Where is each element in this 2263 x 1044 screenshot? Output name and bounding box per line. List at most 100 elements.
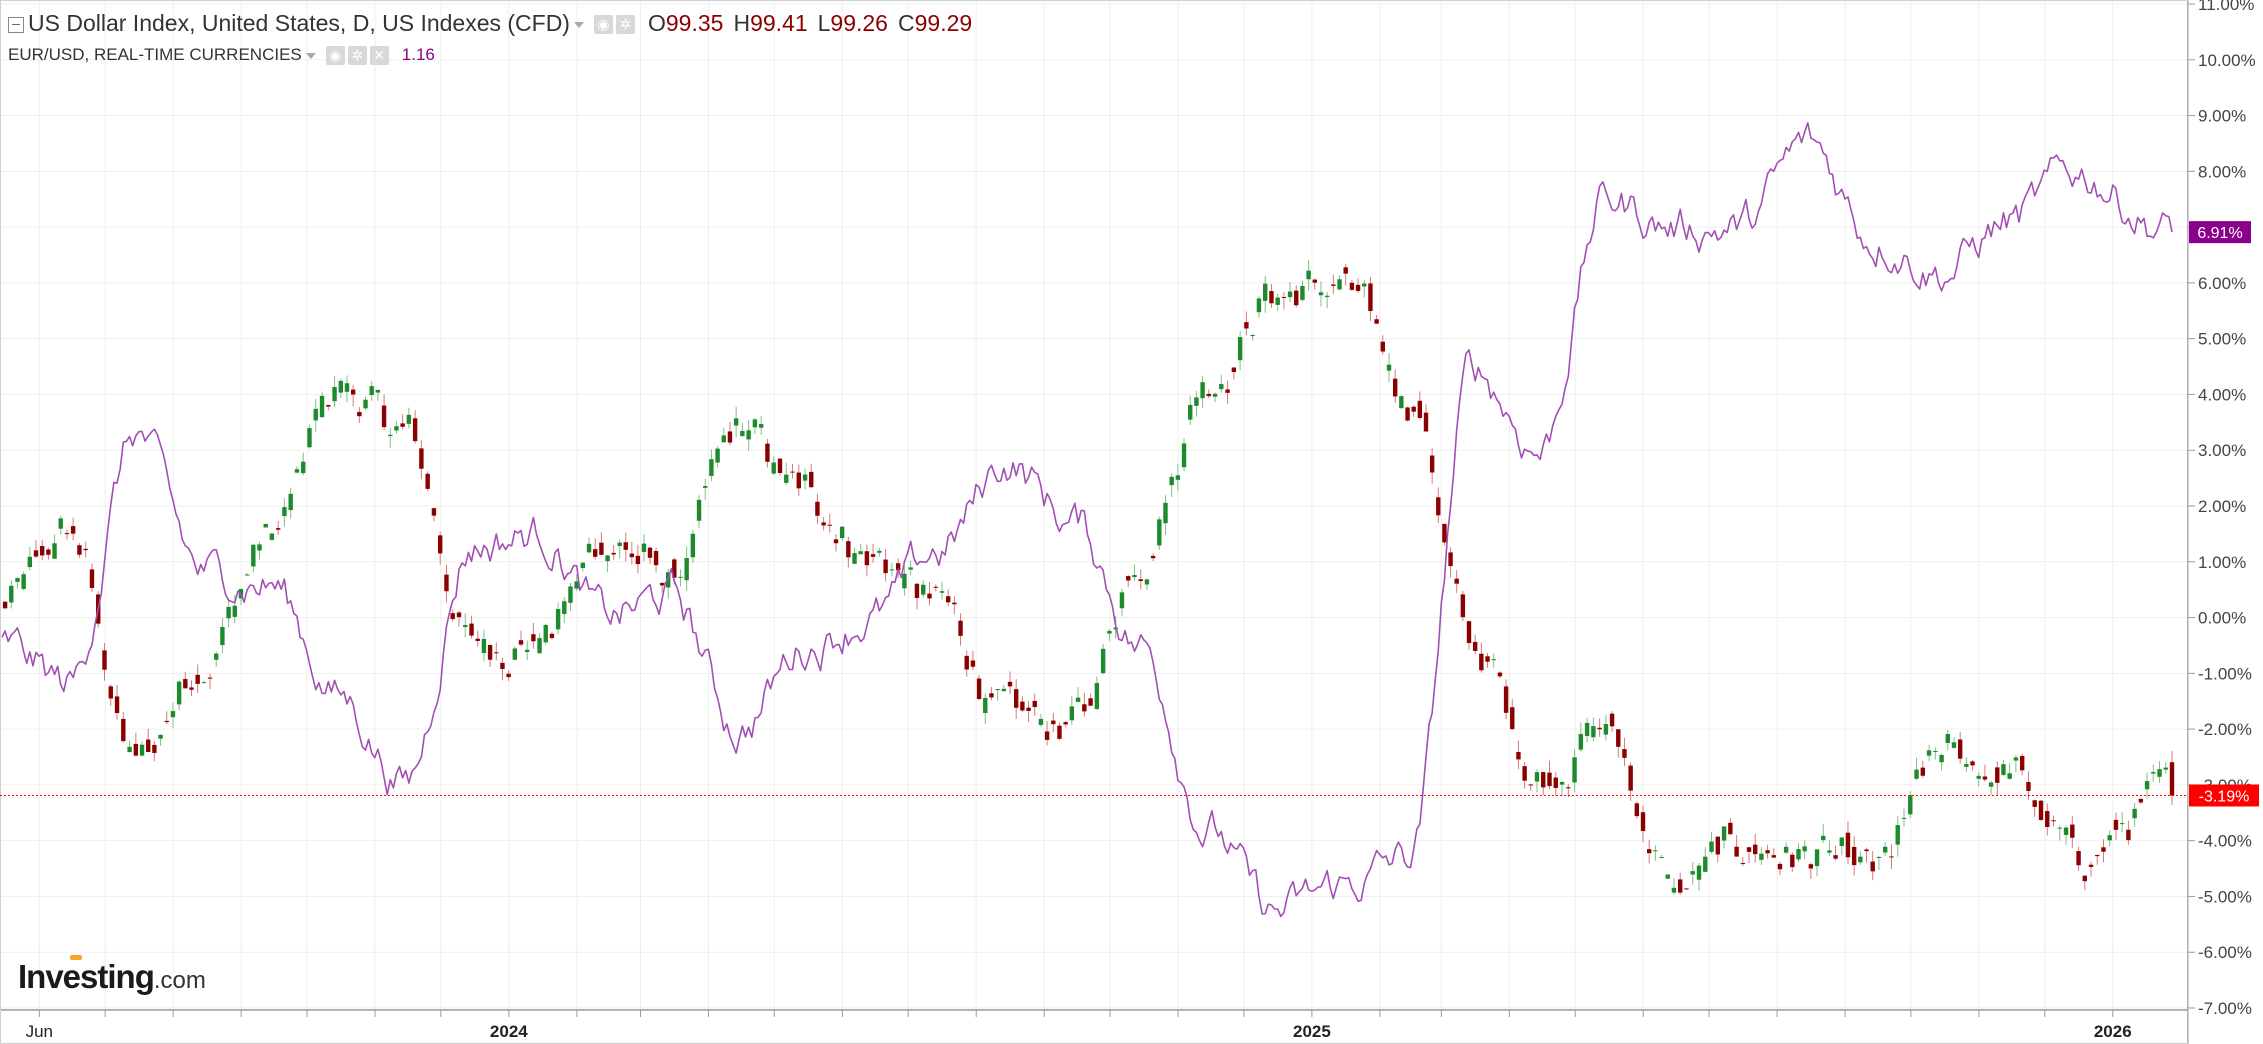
candle-body xyxy=(1622,749,1627,758)
candle-body xyxy=(1237,337,1243,361)
candle-body xyxy=(251,544,256,567)
candle-body xyxy=(15,577,20,582)
candle-body xyxy=(1479,653,1484,671)
candle: US Dollar Index Feb 2025: 3.34% xyxy=(1423,404,1429,432)
candle-body xyxy=(1584,722,1590,737)
candle-body xyxy=(1957,739,1963,759)
gear-icon[interactable]: ✲ xyxy=(347,46,367,66)
candle: US Dollar Index Jun 2025: -4.45% xyxy=(1696,862,1702,891)
candle-body xyxy=(1988,782,1994,787)
candle-body xyxy=(438,535,443,554)
open-value: 99.35 xyxy=(665,10,724,36)
candle: US Dollar Index Mar 2025: -0.46% xyxy=(1466,620,1472,650)
candle-body xyxy=(1510,707,1515,730)
candle-body xyxy=(2051,820,2056,822)
candle: US Dollar Index Nov 2025: -2.96% xyxy=(1988,780,1994,795)
candle: US Dollar Index Dec 2024: 5.72% xyxy=(1256,296,1262,318)
candle-body xyxy=(2144,781,2150,790)
compare-symbol-legend[interactable]: EUR/USD, REAL-TIME CURRENCIES ◉ ✲ ✕ 1.16 xyxy=(8,45,435,66)
candle-body xyxy=(1603,723,1609,735)
candle: US Dollar Index Sep 2024: -1.17% xyxy=(1094,676,1100,711)
candle: US Dollar Index Jan 2024: 0.56% xyxy=(568,582,573,611)
candle: US Dollar Index Jun 2024: 1.09% xyxy=(870,543,876,563)
candle-body xyxy=(1908,795,1913,815)
candle-body xyxy=(1876,856,1882,858)
candle-body xyxy=(976,678,982,700)
gear-icon[interactable]: ✲ xyxy=(615,15,635,35)
candle-body xyxy=(2,601,8,609)
chevron-down-icon[interactable] xyxy=(573,21,584,28)
compare-symbol-title[interactable]: EUR/USD, REAL-TIME CURRENCIES xyxy=(8,45,302,64)
candle-body xyxy=(1734,846,1739,857)
candle: US Dollar Index Mar 2024: 0.94% xyxy=(653,547,659,573)
y-tick-label: -1.00% xyxy=(2198,664,2252,683)
candle-body xyxy=(562,601,567,615)
candle: US Dollar Index Jan 2026: -2.93% xyxy=(2144,772,2150,799)
eye-icon[interactable]: ◉ xyxy=(593,15,613,35)
candle-body xyxy=(1001,688,1007,692)
candle-body xyxy=(895,563,901,571)
candle: US Dollar Index Sep 2023: 2.66% xyxy=(294,466,300,474)
candle: US Dollar Index Aug 2024: -1.62% xyxy=(1013,679,1019,720)
candle-body xyxy=(1126,576,1131,581)
candle: US Dollar Index Nov 2023: 4.08% xyxy=(375,389,381,401)
candle-body xyxy=(1541,772,1546,788)
candle: US Dollar Index Nov 2025: -2.63% xyxy=(2001,759,2006,777)
candle-body xyxy=(1485,656,1490,662)
candle: US Dollar Index Jun 2023: 1.11% xyxy=(39,539,45,561)
candle-body xyxy=(684,558,689,581)
candle: US Dollar Index Dec 2023: 0.47% xyxy=(444,564,449,603)
chevron-down-icon[interactable] xyxy=(305,52,316,59)
candle: US Dollar Index Feb 2024: 1.09% xyxy=(593,538,598,560)
candle-body xyxy=(2088,864,2094,867)
candle-body xyxy=(1107,630,1112,634)
candle: US Dollar Index Jun 2024: 1.16% xyxy=(852,547,857,565)
candle-body xyxy=(1765,850,1770,854)
candle-body xyxy=(1417,400,1423,418)
candle: US Dollar Index Jun 2023: 1.21% xyxy=(83,541,88,558)
candle-body xyxy=(1646,849,1652,854)
candle: US Dollar Index Aug 2024: -1.82% xyxy=(1038,713,1044,728)
main-symbol-title[interactable]: US Dollar Index, United States, D, US In… xyxy=(28,10,570,36)
candle: US Dollar Index Feb 2024: 0.98% xyxy=(580,561,586,572)
candle: US Dollar Index Jun 2023: 1.13% xyxy=(46,547,51,560)
main-symbol-legend[interactable]: US Dollar Index, United States, D, US In… xyxy=(8,10,972,37)
candle-body xyxy=(1026,707,1031,711)
candle: US Dollar Index Nov 2024: 4.01% xyxy=(1212,392,1218,403)
collapse-icon[interactable] xyxy=(8,16,24,33)
candle-body xyxy=(301,461,306,474)
candle: US Dollar Index Oct 2023: 4.20% xyxy=(344,375,350,403)
candle: US Dollar Index Dec 2024: 5.94% xyxy=(1300,280,1305,302)
candle-body xyxy=(1616,729,1621,747)
candle: US Dollar Index Jul 2025: -4.25% xyxy=(1715,836,1721,863)
candle-body xyxy=(1300,286,1305,300)
candle: US Dollar Index May 2025: -3.83% xyxy=(1640,805,1646,843)
candle: US Dollar Index Jul 2024: 0.59% xyxy=(921,580,926,598)
close-icon[interactable]: ✕ xyxy=(369,46,389,66)
candle: US Dollar Index Nov 2023: 3.41% xyxy=(381,394,387,431)
candle-body xyxy=(518,640,524,645)
candle: US Dollar Index Apr 2025: -2.54% xyxy=(1516,740,1521,770)
candle-body xyxy=(1740,863,1746,865)
candle-body xyxy=(952,602,957,605)
candle: US Dollar Index Mar 2024: 1.33% xyxy=(641,534,647,562)
candle-body xyxy=(2013,757,2019,761)
candle-body xyxy=(740,431,745,437)
candle: US Dollar Index Dec 2025: -4.44% xyxy=(2076,846,2081,872)
candle: US Dollar Index Mar 2024: 1.50% xyxy=(690,529,696,563)
candle-body xyxy=(611,552,616,555)
candle-body xyxy=(574,581,579,589)
candle-body xyxy=(889,569,895,571)
candle: US Dollar Index Dec 2024: 6.22% xyxy=(1306,259,1311,291)
candle: US Dollar Index Jun 2023: 1.33% xyxy=(52,534,57,560)
candle: US Dollar Index Aug 2023: -1.10% xyxy=(207,673,213,690)
candle: US Dollar Index May 2023: 1.09% xyxy=(27,546,33,571)
candle: US Dollar Index Aug 2025: -4.32% xyxy=(1833,845,1838,861)
candle: US Dollar Index Nov 2025: -2.51% xyxy=(2013,755,2019,773)
candle-body xyxy=(1194,397,1199,406)
candle: US Dollar Index Aug 2023: -1.29% xyxy=(189,680,194,697)
eurusd-last-label: 6.91% xyxy=(2197,225,2242,242)
candle-body xyxy=(1684,888,1689,890)
eye-icon[interactable]: ◉ xyxy=(325,46,345,66)
